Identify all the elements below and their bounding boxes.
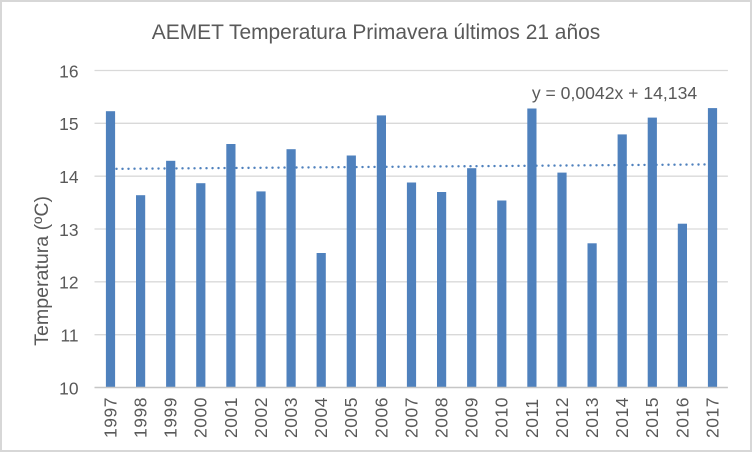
svg-text:13: 13 (59, 220, 78, 240)
svg-text:2013: 2013 (582, 397, 602, 438)
svg-text:2000: 2000 (191, 397, 211, 438)
svg-text:12: 12 (59, 273, 78, 293)
svg-text:Temperatura (ºC): Temperatura (ºC) (31, 196, 53, 346)
svg-text:2016: 2016 (672, 397, 692, 438)
svg-text:16: 16 (59, 61, 78, 81)
svg-text:14: 14 (59, 167, 79, 187)
svg-text:11: 11 (60, 325, 78, 345)
svg-text:AEMET Temperatura Primavera úl: AEMET Temperatura Primavera últimos 21 a… (152, 21, 600, 44)
svg-text:2017: 2017 (702, 397, 722, 438)
svg-text:15: 15 (59, 114, 78, 134)
svg-text:2004: 2004 (311, 397, 331, 438)
svg-text:2009: 2009 (462, 397, 482, 438)
svg-text:2012: 2012 (552, 397, 572, 438)
svg-text:y = 0,0042x + 14,134: y = 0,0042x + 14,134 (532, 83, 698, 103)
svg-text:2003: 2003 (281, 397, 301, 438)
svg-text:1997: 1997 (100, 397, 120, 438)
svg-text:2007: 2007 (401, 397, 421, 438)
svg-text:2011: 2011 (522, 398, 542, 438)
svg-text:2008: 2008 (432, 397, 452, 438)
svg-text:1998: 1998 (131, 397, 151, 438)
svg-text:2015: 2015 (642, 397, 662, 438)
svg-text:2006: 2006 (371, 397, 391, 438)
svg-text:2005: 2005 (341, 397, 361, 438)
svg-text:2010: 2010 (492, 397, 512, 438)
svg-text:10: 10 (59, 378, 78, 398)
svg-text:1999: 1999 (161, 397, 181, 438)
svg-text:2002: 2002 (251, 397, 271, 438)
svg-text:2001: 2001 (221, 397, 241, 438)
svg-text:2014: 2014 (612, 397, 632, 438)
